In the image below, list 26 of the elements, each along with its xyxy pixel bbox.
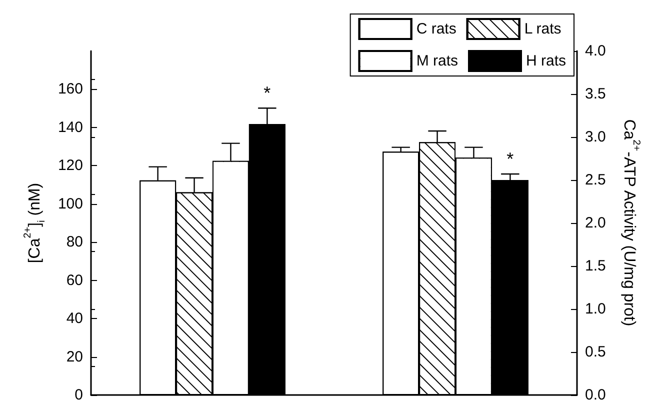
annotation: *: [506, 148, 514, 169]
y2-tick-label: 1.5: [585, 258, 606, 274]
y2-tick-label: 4.0: [585, 42, 606, 60]
y-tick-label: 0: [74, 386, 83, 404]
y2-tick-label: 0.5: [585, 344, 606, 360]
y2-tick-label: 2.0: [585, 214, 606, 232]
y2-axis-title: Ca2+-ATP Activity (U/mg prot): [620, 119, 642, 326]
y-tick-label: 40: [66, 310, 83, 328]
y2-tick-label: 3.5: [585, 86, 606, 102]
legend-label: C rats: [416, 20, 456, 38]
y-tick-label: 160: [58, 80, 83, 98]
annotation: *: [264, 83, 271, 104]
y2-tick-label: 3.0: [585, 128, 606, 146]
y-tick-label: 60: [66, 272, 83, 289]
y-tick-label: 80: [66, 234, 83, 251]
y2-tick-label: 2.5: [585, 172, 606, 188]
y-tick-label: 140: [58, 118, 83, 136]
y-tick-label: 20: [66, 348, 83, 366]
legend-label: M rats: [416, 52, 458, 70]
y2-tick-label: 1.0: [585, 300, 606, 318]
y-tick-label: 120: [58, 157, 83, 174]
y-axis-title: [Ca2+]i (nM): [22, 182, 48, 264]
y2-tick-label: 0.0: [585, 386, 606, 404]
legend-label: H rats: [526, 52, 566, 70]
legend-label: L rats: [524, 20, 562, 38]
y-tick-label: 100: [58, 195, 83, 212]
